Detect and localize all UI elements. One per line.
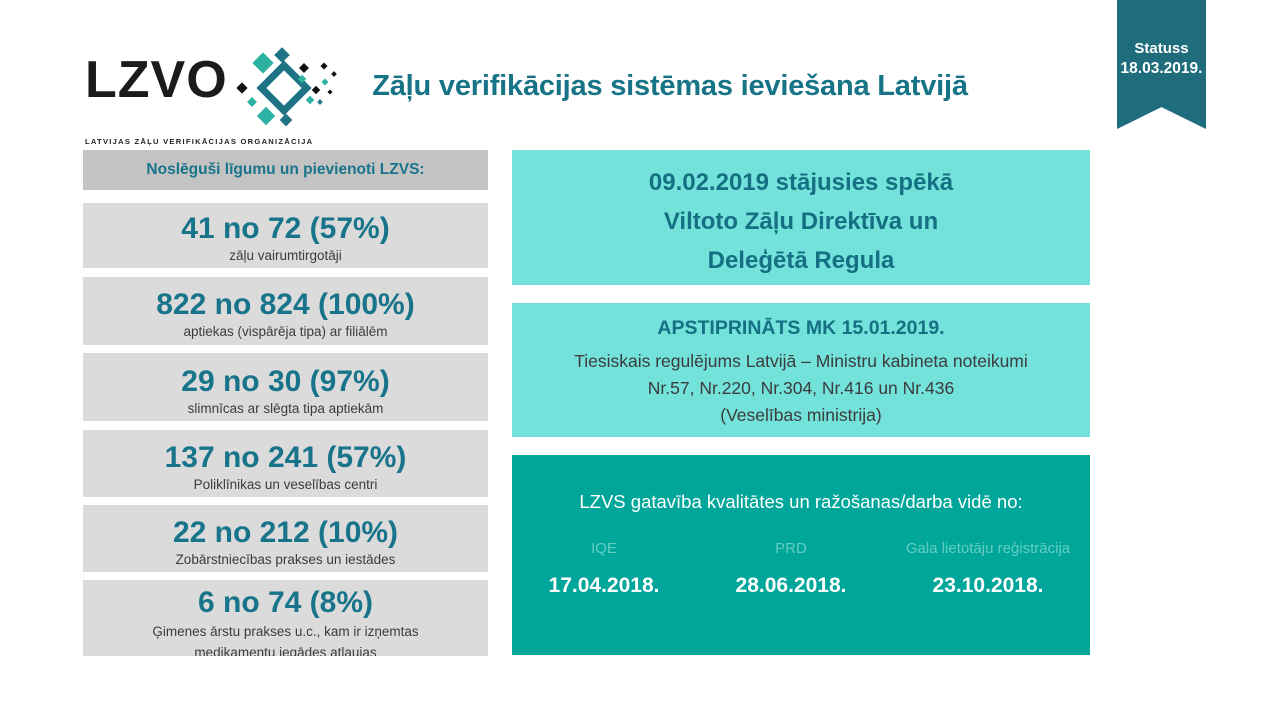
milestone-date: 23.10.2018. — [932, 574, 1044, 597]
milestone-label: Gala lietotāju reģistrācija — [905, 539, 1071, 557]
left-panel-header: Noslēguši līgumu un pievienoti LZVS: — [83, 150, 488, 190]
readiness-heading: LZVS gatavība kvalitātes un ražošanas/da… — [579, 491, 1023, 512]
status-label: Statuss — [1134, 40, 1189, 57]
milestone-date: 28.06.2018. — [735, 574, 847, 597]
stat-value: 137 no 241 (57%) — [164, 441, 407, 474]
milestone-label: PRD — [775, 539, 807, 557]
directive-line-2: Viltoto Zāļu Direktīva un — [663, 208, 939, 235]
directive-box: 09.02.2019 stājusies spēkā Viltoto Zāļu … — [512, 150, 1090, 285]
stat-hospitals: 29 no 30 (97%) slimnīcas ar slēgta tipa … — [83, 353, 488, 421]
directive-line-1: 09.02.2019 stājusies spēkā — [648, 169, 954, 196]
stat-polyclinics: 137 no 241 (57%) Poliklīnikas un veselīb… — [83, 430, 488, 497]
milestone-label: IQE — [591, 539, 617, 557]
stat-label: zāļu vairumtirgotāji — [229, 248, 342, 263]
stat-value: 6 no 74 (8%) — [197, 586, 374, 619]
stat-family-doctors: 6 no 74 (8%) Ģimenes ārstu prakses u.c.,… — [83, 580, 488, 656]
readiness-box: LZVS gatavība kvalitātes un ražošanas/da… — [512, 455, 1090, 655]
logo-tagline: LATVIJAS ZĀĻU VERIFIKĀCIJAS ORGANIZĀCIJA — [85, 137, 314, 146]
status-ribbon: Statuss 18.03.2019. — [1117, 0, 1206, 129]
stat-label: Ģimenes ārstu prakses u.c., kam ir izņem… — [152, 624, 419, 656]
milestone-end-user-registration: Gala lietotāju reģistrācija 23.10.2018. — [886, 525, 1090, 598]
status-date: 18.03.2019. — [1120, 60, 1203, 77]
stat-label: Poliklīnikas un veselības centri — [193, 477, 378, 492]
stat-pharmacies: 822 no 824 (100%) aptiekas (vispārēja ti… — [83, 277, 488, 345]
milestone-iqe: IQE 17.04.2018. — [512, 525, 696, 598]
lzvo-logo: LZVO — [85, 47, 337, 146]
regulation-body-line-1: Tiesiskais regulējums Latvijā – Ministru… — [574, 351, 1028, 371]
stat-label: Zobārstniecības prakses un iestādes — [175, 552, 396, 567]
regulation-heading: APSTIPRINĀTS MK 15.01.2019. — [657, 317, 945, 339]
regulation-body-line-2: Nr.57, Nr.220, Nr.304, Nr.416 un Nr.436 — [647, 378, 955, 398]
stat-value: 22 no 212 (10%) — [172, 516, 399, 549]
regulation-body-line-3: (Veselības ministrija) — [720, 405, 882, 425]
milestone-prd: PRD 28.06.2018. — [696, 525, 886, 598]
stat-label: slimnīcas ar slēgta tipa aptiekām — [187, 401, 384, 416]
stat-label: aptiekas (vispārēja tipa) ar filiālēm — [183, 324, 388, 339]
logo-wordmark: LZVO — [85, 51, 228, 109]
directive-line-3: Deleģētā Regula — [707, 247, 895, 274]
stat-value: 41 no 72 (57%) — [181, 212, 390, 245]
stat-dental: 22 no 212 (10%) Zobārstniecības prakses … — [83, 505, 488, 572]
stat-wholesalers: 41 no 72 (57%) zāļu vairumtirgotāji — [83, 203, 488, 268]
slide-title: Zāļu verifikācijas sistēmas ieviešana La… — [372, 70, 968, 102]
stat-value: 822 no 824 (100%) — [156, 288, 415, 321]
stat-value: 29 no 30 (97%) — [181, 365, 390, 398]
milestone-date: 17.04.2018. — [548, 574, 660, 597]
regulation-box: APSTIPRINĀTS MK 15.01.2019. Tiesiskais r… — [512, 303, 1090, 437]
lzvo-diamond-icon — [232, 46, 344, 135]
